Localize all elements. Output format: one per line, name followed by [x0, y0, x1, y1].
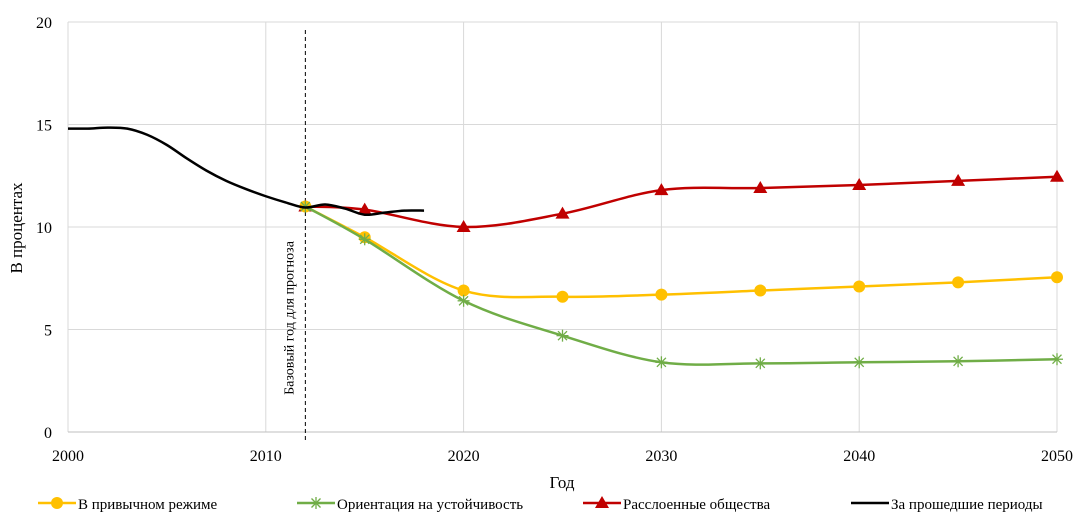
legend-swatch-marker	[310, 497, 322, 509]
y-axis-label: В процентах	[7, 182, 26, 274]
legend-label: Расслоенные общества	[623, 497, 770, 513]
asterisk-stroke	[359, 234, 370, 245]
y-tick-label: 15	[36, 118, 52, 135]
series-2-point	[357, 202, 372, 215]
series-1-line	[304, 205, 1058, 366]
series-0-point	[655, 288, 668, 301]
series-1-point	[754, 357, 767, 370]
series-2-point	[852, 177, 867, 190]
asterisk-stroke	[557, 330, 568, 341]
series-0	[299, 200, 1063, 303]
x-axis-label: Год	[550, 473, 575, 492]
series-1-point	[358, 233, 371, 246]
asterisk-stroke	[656, 357, 667, 368]
series-2-point	[555, 206, 570, 219]
asterisk-stroke	[311, 498, 321, 508]
asterisk-stroke	[755, 358, 766, 369]
legend-label: В привычном режиме	[78, 497, 218, 513]
x-tick-label: 2050	[1041, 448, 1073, 465]
series-2-point	[1050, 169, 1064, 182]
legend-item: Ориентация на устойчивость	[297, 497, 523, 513]
series-1-point	[556, 329, 569, 342]
y-tick-label: 20	[36, 15, 52, 32]
series-2	[298, 169, 1064, 232]
series-3	[67, 126, 425, 217]
series-1-point	[853, 356, 866, 369]
series-0-point	[853, 280, 866, 293]
asterisk-stroke	[953, 356, 964, 367]
series-1-point	[952, 355, 965, 368]
asterisk-stroke	[854, 357, 865, 368]
legend-item: За прошедшие периоды	[851, 497, 1043, 513]
series-2-point	[456, 220, 471, 232]
x-tick-label: 2020	[448, 448, 480, 465]
x-tick-label: 2010	[250, 448, 282, 465]
legend-label: За прошедшие периоды	[891, 497, 1043, 513]
legend-swatch-marker	[595, 496, 609, 508]
series-0-point	[1051, 271, 1063, 284]
series-2-point	[654, 183, 669, 196]
series-0-point	[952, 276, 965, 289]
series-1-point	[1051, 353, 1063, 366]
base-year-label: Базовый год для прогноза	[282, 240, 297, 395]
legend-label: Ориентация на устойчивость	[337, 497, 523, 513]
series-1-point	[457, 294, 470, 307]
y-tick-label: 5	[44, 323, 52, 340]
x-tick-label: 2030	[645, 448, 677, 465]
gridlines	[67, 21, 1058, 432]
series-1-point	[655, 356, 668, 369]
base-year-annotation: Базовый год для прогноза	[282, 30, 306, 442]
series-group	[67, 126, 1064, 370]
series-0-point	[556, 290, 569, 303]
series-2-point	[753, 181, 768, 194]
asterisk-stroke	[1052, 354, 1062, 365]
tick-labels: 0 5 10 15 20 2000 2010 2020 2030 2040 2050	[36, 15, 1073, 465]
legend-item: В привычном режиме	[38, 497, 218, 513]
y-tick-label: 0	[44, 425, 52, 442]
legend-swatch-marker	[51, 497, 63, 509]
series-0-point	[457, 284, 470, 297]
y-tick-label: 10	[36, 220, 52, 237]
series-2-point	[951, 173, 966, 186]
legend: В привычном режиме Ориентация на устойчив…	[38, 496, 1043, 513]
series-1	[299, 200, 1063, 370]
series-2-line	[305, 175, 1058, 229]
asterisk-stroke	[458, 295, 469, 306]
legend-item: Расслоенные общества	[583, 496, 770, 513]
x-tick-label: 2040	[843, 448, 875, 465]
series-3-line	[67, 126, 425, 217]
x-tick-label: 2000	[52, 448, 84, 465]
series-0-point	[754, 284, 767, 297]
